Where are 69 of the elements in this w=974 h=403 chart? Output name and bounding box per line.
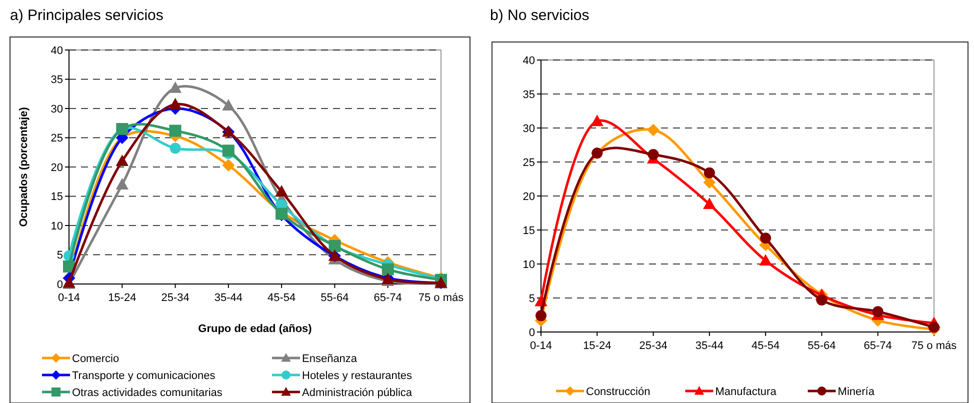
point [647,124,660,136]
x-tick-label: 35-44 [214,292,242,304]
x-tick-label: 75 o más [911,340,958,352]
chart-title: b) No servicios [490,7,590,24]
y-tick-label: 15 [522,224,535,237]
y-tick-label: 5 [528,292,535,305]
point [536,310,546,322]
y-tick-label: 40 [50,44,63,57]
legend-label: Administración pública [302,386,413,399]
x-tick-label: 15-24 [108,292,136,304]
x-tick-label: 0-14 [58,292,80,304]
point [591,115,604,126]
point [170,142,181,154]
point [760,232,772,244]
x-tick-label: 55-64 [320,292,349,304]
point [169,124,182,137]
legend-label: Transporte y comunicaciones [72,370,216,382]
point [276,186,288,196]
x-tick-label: 55-64 [808,340,836,352]
legend-label: Construcción [586,386,650,398]
legend-label: Otras actividades comunitarias [72,386,223,399]
point [872,306,884,318]
y-tick-label: 0 [528,326,535,339]
x-tick-label: 15-24 [583,340,612,352]
chart-title: a) Principales servicios [10,7,164,24]
y-tick-label: 40 [522,54,535,67]
legend-label: Minería [838,386,876,398]
point [63,260,75,272]
x-tick-label: 35-44 [695,340,724,352]
point [222,159,234,172]
point [169,82,182,93]
x-tick-label: 75 o más [418,292,464,304]
x-tick-label: 45-54 [268,292,296,304]
y-tick-label: 25 [522,156,535,169]
point [648,149,659,160]
legend-label: Hoteles y restaurantes [302,370,413,382]
y-axis-title: Ocupados (porcentaje) [18,106,30,227]
legend-label: Enseñanza [302,352,358,365]
x-tick-label: 45-54 [752,340,780,352]
point [760,254,772,266]
point [169,98,182,110]
y-tick-label: 10 [50,220,63,232]
legend-label: Manufactura [715,386,778,398]
point [703,198,716,210]
y-tick-label: 20 [50,162,63,174]
x-tick-label: 25-34 [161,292,190,304]
y-tick-label: 30 [522,122,535,135]
point [928,322,940,333]
y-tick-label: 5 [56,250,63,262]
x-tick-label: 65-74 [374,292,402,304]
x-tick-label: 0-14 [530,340,552,352]
point [116,155,128,166]
y-tick-label: 25 [50,132,63,145]
x-tick-label: 65-74 [864,340,892,352]
legend-label: Comercio [72,352,120,365]
x-tick-label: 25-34 [639,340,668,352]
y-tick-label: 0 [56,278,63,291]
y-tick-label: 15 [50,191,63,204]
y-tick-label: 10 [522,258,535,271]
y-tick-label: 35 [50,74,63,86]
point [382,263,394,276]
y-tick-label: 30 [50,103,63,116]
x-axis-title: Grupo de edad (años) [198,323,312,335]
y-tick-label: 35 [522,88,535,101]
point [816,294,828,306]
point [704,167,715,178]
point [116,178,128,190]
y-tick-label: 20 [522,190,535,203]
point [222,100,234,110]
